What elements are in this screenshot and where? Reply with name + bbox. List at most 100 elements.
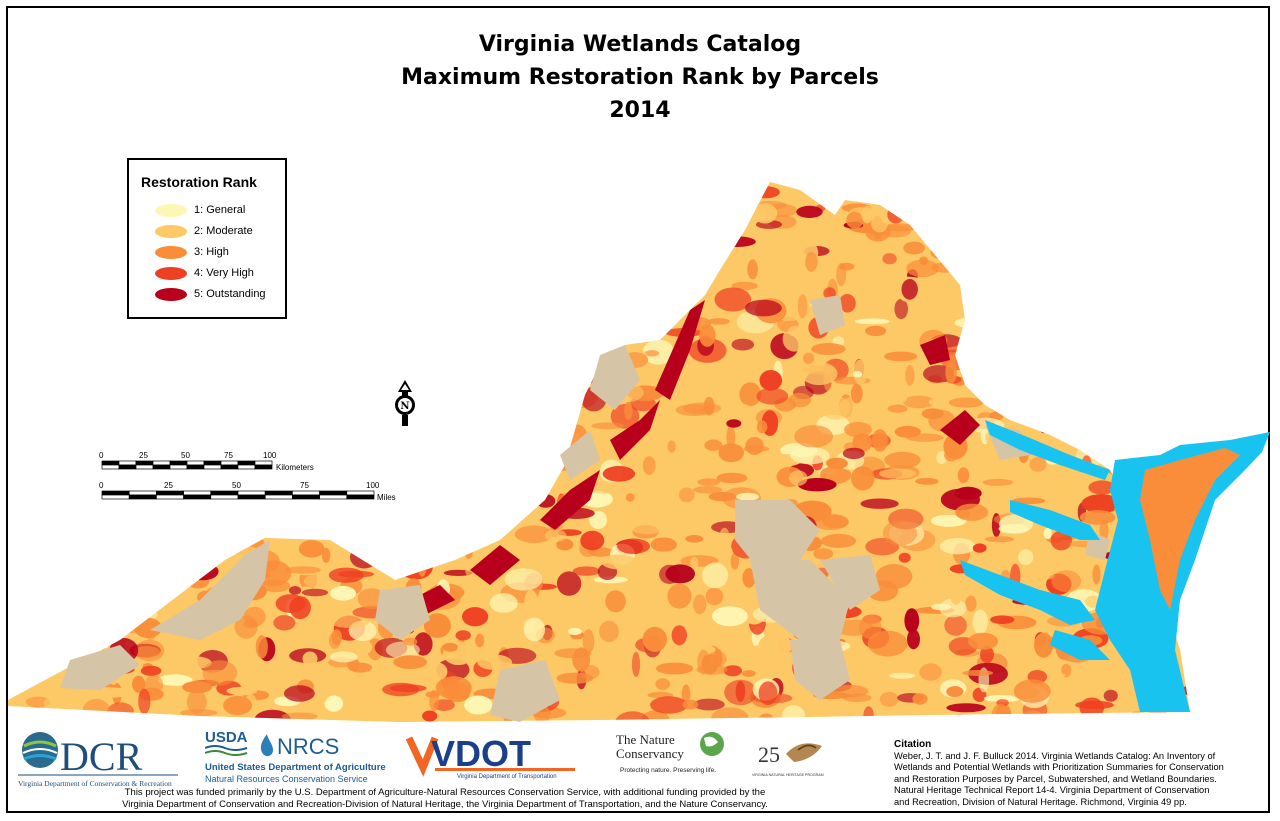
parcel-patch — [94, 227, 129, 254]
parcel-patch — [354, 220, 374, 240]
parcel-patch — [422, 710, 438, 722]
parcel-patch — [243, 620, 258, 629]
parcel-patch — [1013, 679, 1051, 703]
parcel-patch — [331, 629, 343, 646]
parcel-patch — [572, 566, 601, 576]
parcel-patch — [58, 427, 76, 454]
legend-label: 1: General — [194, 204, 246, 216]
parcel-patch — [598, 657, 627, 680]
parcel-patch — [731, 281, 758, 291]
parcel-patch — [320, 369, 358, 393]
parcel-patch — [1150, 391, 1188, 399]
parcel-patch — [33, 572, 68, 583]
funding-statement: This project was funded primarily by the… — [10, 787, 880, 811]
mi-tick-50: 50 — [232, 481, 241, 490]
parcel-patch — [209, 409, 223, 433]
parcel-patch — [50, 594, 90, 618]
parcel-patch — [395, 193, 416, 201]
legend-item: 3: High — [155, 244, 229, 260]
parcel-patch — [58, 393, 98, 410]
parcel-patch — [858, 615, 882, 639]
parcel-patch — [83, 402, 94, 428]
parcel-patch — [90, 687, 130, 698]
parcel-patch — [939, 190, 957, 203]
parcel-patch — [694, 182, 718, 199]
parcel-patch — [37, 246, 49, 272]
parcel-patch — [92, 394, 103, 416]
parcel-patch — [658, 270, 689, 283]
parcel-patch — [945, 360, 957, 384]
parcel-patch — [605, 259, 646, 279]
parcel-patch — [442, 296, 474, 304]
parcel-patch — [461, 206, 498, 232]
parcel-patch — [604, 259, 619, 285]
parcel-patch — [473, 200, 491, 211]
parcel-patch — [458, 360, 495, 368]
parcel-patch — [872, 429, 888, 452]
parcel-patch — [982, 205, 999, 223]
parcel-patch — [854, 318, 890, 325]
parcel-patch — [294, 212, 306, 223]
scale-segment — [319, 494, 348, 500]
parcel-patch — [967, 239, 997, 246]
parcel-patch — [210, 422, 239, 430]
parcel-patch — [384, 443, 424, 465]
parcel-patch — [265, 414, 278, 434]
parcel-patch — [903, 241, 925, 255]
parcel-patch — [650, 696, 688, 714]
parcel-patch — [1079, 510, 1116, 525]
parcel-patch — [131, 340, 159, 361]
parcel-patch — [563, 296, 579, 308]
parcel-patch — [796, 205, 823, 218]
scale-segment — [156, 490, 184, 496]
parcel-patch — [28, 270, 57, 290]
legend-item: 4: Very High — [155, 265, 254, 281]
scale-segment — [128, 494, 157, 500]
parcel-patch — [554, 648, 592, 659]
parcel-patch — [328, 567, 364, 583]
parcel-patch — [448, 374, 461, 395]
parcel-patch — [667, 440, 676, 453]
parcel-patch — [1155, 403, 1173, 424]
parcel-patch — [47, 593, 60, 615]
parcel-patch — [531, 227, 544, 248]
parcel-patch — [884, 451, 921, 469]
parcel-patch — [1153, 321, 1187, 339]
parcel-patch — [428, 195, 467, 212]
parcel-patch — [998, 524, 1029, 534]
parcel-patch — [842, 447, 865, 460]
parcel-patch — [1123, 389, 1135, 398]
parcel-patch — [529, 423, 547, 439]
parcel-patch — [533, 255, 566, 263]
parcel-patch — [1016, 287, 1030, 294]
parcel-patch — [447, 313, 460, 324]
scale-segment — [169, 464, 188, 470]
parcel-patch — [125, 507, 156, 522]
parcel-patch — [631, 651, 641, 677]
parcel-patch — [55, 458, 92, 469]
parcel-patch — [742, 350, 751, 368]
parcel-patch — [385, 641, 420, 659]
parcel-patch — [307, 215, 326, 223]
parcel-patch — [944, 615, 967, 636]
km-tick-100: 100 — [263, 451, 277, 460]
parcel-patch — [434, 266, 449, 274]
parcel-patch — [1003, 294, 1018, 313]
parcel-patch — [1106, 186, 1129, 201]
parcel-patch — [88, 619, 105, 646]
parcel-patch — [560, 403, 580, 411]
parcel-patch — [91, 209, 132, 226]
parcel-patch — [45, 308, 76, 317]
parcel-patch — [1101, 324, 1141, 349]
parcel-patch — [383, 245, 415, 265]
scale-segment — [118, 464, 137, 470]
parcel-patch — [132, 675, 146, 693]
parcel-patch — [8, 329, 32, 337]
parcel-patch — [1175, 619, 1190, 633]
parcel-patch — [756, 420, 768, 434]
parcel-patch — [660, 199, 686, 220]
parcel-patch — [1093, 363, 1103, 385]
parcel-patch — [919, 663, 942, 681]
parcel-patch — [987, 259, 1002, 277]
parcel-patch — [51, 634, 84, 653]
